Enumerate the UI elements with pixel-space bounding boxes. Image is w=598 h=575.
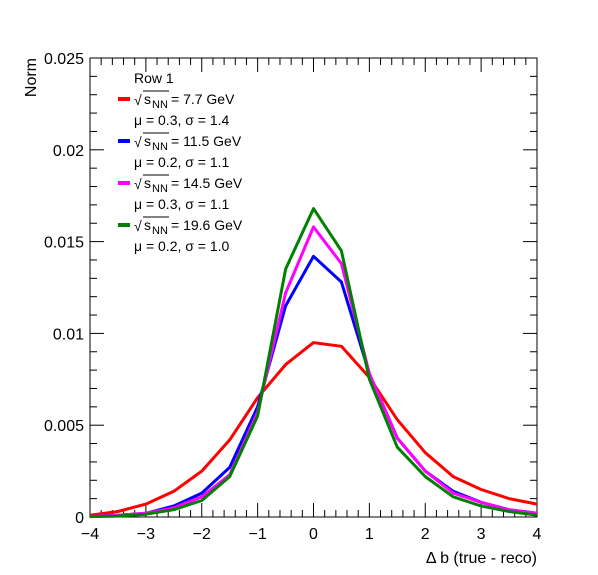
legend-stats-label: μ = 0.2, σ = 1.1	[134, 154, 230, 170]
legend-sqrt-symbol: √	[134, 176, 142, 192]
x-tick-label: −1	[249, 526, 267, 543]
x-axis-title: Δ b (true - reco)	[426, 550, 537, 567]
y-tick-label: 0.01	[53, 326, 84, 343]
y-axis-title: Norm	[23, 58, 40, 97]
legend-nn-subscript: NN	[152, 225, 168, 237]
legend-s-letter: s	[144, 91, 151, 107]
y-tick-label: 0.015	[44, 235, 84, 252]
legend-energy-label: = 7.7 GeV	[171, 91, 235, 107]
series-group	[89, 207, 538, 519]
series-line-3	[89, 225, 538, 518]
legend-s-letter: s	[144, 133, 151, 149]
legend-s-letter: s	[144, 175, 151, 191]
x-tick-label: 2	[421, 526, 430, 543]
legend-stats-label: μ = 0.2, σ = 1.0	[134, 238, 230, 254]
legend-nn-subscript: NN	[152, 141, 168, 153]
axis-ticks: −4 −3 −2 −1 0 1 2 3 4 0 0.005 0.01 0.015 0.02 0.025	[44, 51, 542, 543]
legend-energy-label: = 14.5 GeV	[171, 175, 243, 191]
legend-s-letter: s	[144, 217, 151, 233]
legend-stats-label: μ = 0.3, σ = 1.1	[134, 196, 230, 212]
x-tick-label: 4	[533, 526, 542, 543]
legend-energy-label: = 19.6 GeV	[171, 217, 243, 233]
series-line-2	[89, 254, 538, 518]
legend-sqrt-symbol: √	[134, 134, 142, 150]
legend-energy-label: = 11.5 GeV	[171, 133, 242, 149]
legend-stats-label: μ = 0.3, σ = 1.4	[134, 112, 230, 128]
legend-nn-subscript: NN	[152, 99, 168, 111]
x-tick-label: −3	[137, 526, 155, 543]
legend-nn-subscript: NN	[152, 183, 168, 195]
y-tick-label: 0.005	[44, 418, 84, 435]
x-tick-label: −4	[81, 526, 99, 543]
x-tick-label: 1	[365, 526, 374, 543]
x-tick-label: −2	[193, 526, 211, 543]
x-tick-label: 3	[477, 526, 486, 543]
legend-header: Row 1	[134, 70, 174, 86]
y-tick-label: 0.02	[53, 143, 84, 160]
x-tick-label: 0	[309, 526, 318, 543]
series-line-4	[89, 207, 538, 519]
legend-sqrt-symbol: √	[134, 92, 142, 108]
y-tick-label: 0	[75, 510, 84, 527]
series-line-1	[89, 341, 538, 517]
legend-sqrt-symbol: √	[134, 218, 142, 234]
y-tick-label: 0.025	[44, 51, 84, 68]
